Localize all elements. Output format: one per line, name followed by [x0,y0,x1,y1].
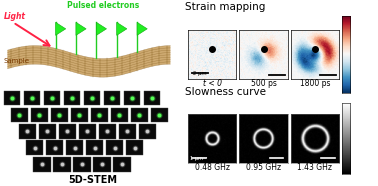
Bar [86,140,103,155]
Bar [31,108,48,122]
Bar [73,157,91,172]
Text: 2 μm: 2 μm [193,71,207,76]
Bar [4,91,20,105]
Polygon shape [117,22,127,35]
Polygon shape [137,22,147,35]
Bar [131,108,148,122]
Bar [84,91,100,105]
Text: 500 ps: 500 ps [251,79,276,88]
Bar [44,91,60,105]
Bar [46,140,64,155]
Bar [33,157,51,172]
Polygon shape [56,22,66,35]
Bar [104,91,120,105]
Text: 5D-STEM: 5D-STEM [68,175,117,185]
Text: Pulsed electrons: Pulsed electrons [67,1,139,10]
Bar [51,108,68,122]
Text: 0.95 GHz: 0.95 GHz [246,163,281,172]
Bar [126,140,143,155]
Bar [59,124,76,139]
Polygon shape [96,22,107,35]
Polygon shape [76,22,86,35]
Bar [79,124,96,139]
Bar [111,108,128,122]
Bar [11,108,28,122]
Bar [99,124,116,139]
Bar [124,91,140,105]
Bar [139,124,156,139]
Bar [19,124,36,139]
Bar [71,108,88,122]
Text: 1 μm⁻¹: 1 μm⁻¹ [190,156,208,161]
Bar [91,108,108,122]
Bar [151,108,168,122]
Bar [106,140,123,155]
Bar [93,157,111,172]
Text: Sample: Sample [4,58,30,64]
Bar [53,157,71,172]
Bar [26,140,43,155]
Text: Slowness curve: Slowness curve [185,87,266,97]
Bar [64,91,80,105]
Text: 1800 ps: 1800 ps [300,79,330,88]
Bar [24,91,40,105]
Text: 0.48 GHz: 0.48 GHz [195,163,229,172]
Bar [113,157,131,172]
Bar [119,124,136,139]
Bar [144,91,160,105]
Text: Strain mapping: Strain mapping [185,2,266,12]
Text: Light: Light [4,12,26,21]
Text: 1.43 GHz: 1.43 GHz [297,163,332,172]
Text: t < 0: t < 0 [203,79,222,88]
Polygon shape [8,46,170,77]
Bar [39,124,56,139]
Bar [66,140,83,155]
